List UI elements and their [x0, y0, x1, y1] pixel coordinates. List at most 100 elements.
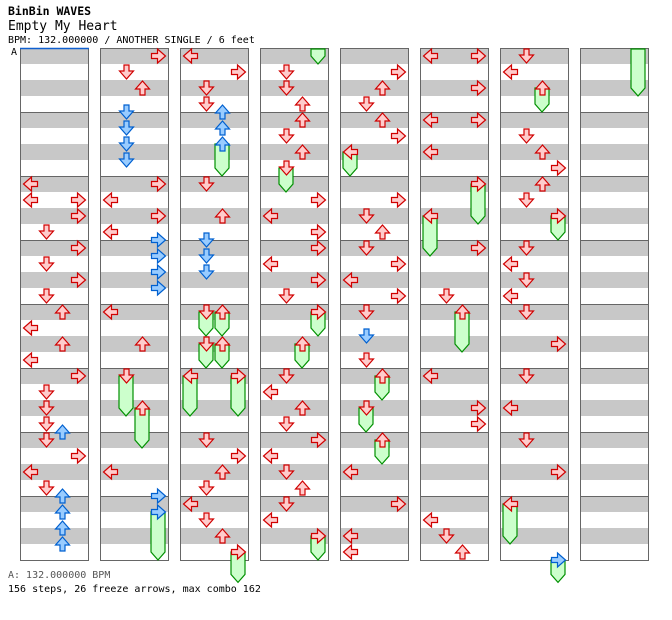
freeze-arrow — [198, 336, 215, 369]
right-arrow-icon — [230, 543, 247, 561]
quarter-note — [310, 191, 327, 209]
quarter-note — [358, 208, 375, 224]
freeze-arrow — [422, 207, 439, 257]
quarter-note — [70, 191, 87, 209]
beat-stripe — [180, 128, 248, 144]
left-arrow-icon — [182, 367, 199, 385]
up-arrow-icon — [534, 144, 551, 160]
right-arrow-icon — [470, 79, 487, 97]
beat-stripe — [580, 384, 648, 400]
down-arrow-icon — [518, 272, 535, 288]
freeze-arrow — [278, 160, 295, 193]
up-arrow-icon — [54, 504, 71, 520]
up-arrow-icon — [54, 536, 71, 552]
down-arrow-icon — [358, 328, 375, 344]
quarter-note — [54, 336, 71, 352]
up-arrow-icon — [374, 112, 391, 128]
beat-stripe — [340, 256, 408, 272]
beat-stripe — [180, 352, 248, 368]
beat-stripe — [420, 480, 488, 496]
beat-stripe — [340, 544, 408, 560]
up-arrow-icon — [134, 400, 151, 416]
beat-stripe — [20, 96, 88, 112]
beat-stripe — [180, 112, 248, 128]
bpm-marker-label: A — [11, 47, 18, 58]
beat-stripe — [340, 496, 408, 512]
quarter-note — [262, 511, 279, 529]
beat-stripe — [100, 80, 168, 96]
beat-stripe — [500, 192, 568, 208]
quarter-note — [438, 288, 455, 304]
beat-stripe — [20, 288, 88, 304]
beat-stripe — [180, 480, 248, 496]
eighth-note — [214, 120, 231, 136]
beat-stripe — [260, 192, 328, 208]
beat-stripe — [580, 448, 648, 464]
beat-stripe — [180, 208, 248, 224]
beat-stripe — [340, 480, 408, 496]
up-arrow-icon — [374, 224, 391, 240]
beat-stripe — [420, 80, 488, 96]
beat-stripe — [500, 544, 568, 560]
quarter-note — [198, 432, 215, 448]
right-arrow-icon — [390, 495, 407, 513]
left-arrow-icon — [502, 255, 519, 273]
right-arrow-icon — [310, 431, 327, 449]
down-arrow-icon — [118, 152, 135, 168]
beat-stripe — [340, 48, 408, 64]
beat-stripe — [20, 448, 88, 464]
down-arrow-icon — [118, 136, 135, 152]
left-arrow-icon — [102, 303, 119, 321]
beat-stripe — [580, 96, 648, 112]
beat-stripe — [180, 176, 248, 192]
freeze-arrow — [310, 527, 327, 561]
beat-stripe — [20, 272, 88, 288]
quarter-note — [70, 271, 87, 289]
chart-column-1 — [20, 47, 89, 561]
beat-stripe — [20, 304, 88, 320]
down-arrow-icon — [518, 240, 535, 256]
quarter-note — [422, 367, 439, 385]
beat-stripe — [20, 368, 88, 384]
beat-stripe — [260, 224, 328, 240]
freeze-body — [630, 48, 646, 97]
beat-stripe — [500, 320, 568, 336]
left-arrow-icon — [422, 143, 439, 161]
down-arrow-icon — [118, 104, 135, 120]
beat-stripe — [100, 224, 168, 240]
up-arrow-icon — [294, 96, 311, 112]
quarter-note — [358, 240, 375, 256]
quarter-note — [470, 111, 487, 129]
beat-stripe — [180, 240, 248, 256]
beat-stripe — [100, 192, 168, 208]
freeze-arrow — [214, 336, 231, 369]
quarter-note — [422, 111, 439, 129]
beat-stripe — [340, 80, 408, 96]
quarter-note — [438, 528, 455, 544]
beat-stripe — [420, 336, 488, 352]
beat-stripe — [100, 144, 168, 160]
down-arrow-icon — [118, 64, 135, 80]
quarter-note — [518, 240, 535, 256]
beat-stripe — [260, 448, 328, 464]
quarter-note — [214, 528, 231, 544]
quarter-note — [198, 512, 215, 528]
right-arrow-icon — [390, 191, 407, 209]
freeze-arrow — [502, 495, 519, 545]
beat-stripe — [580, 144, 648, 160]
right-arrow-icon — [70, 207, 87, 225]
quarter-note — [22, 463, 39, 481]
right-arrow-icon — [150, 503, 167, 521]
up-arrow-icon — [214, 136, 231, 152]
quarter-note — [502, 287, 519, 305]
beat-stripe — [180, 160, 248, 176]
quarter-note — [390, 255, 407, 273]
beat-stripe — [500, 448, 568, 464]
beat-stripe — [260, 512, 328, 528]
beat-stripe — [180, 96, 248, 112]
quarter-note — [518, 48, 535, 64]
beat-stripe — [180, 304, 248, 320]
quarter-note — [278, 64, 295, 80]
beat-stripe — [500, 272, 568, 288]
quarter-note — [198, 96, 215, 112]
